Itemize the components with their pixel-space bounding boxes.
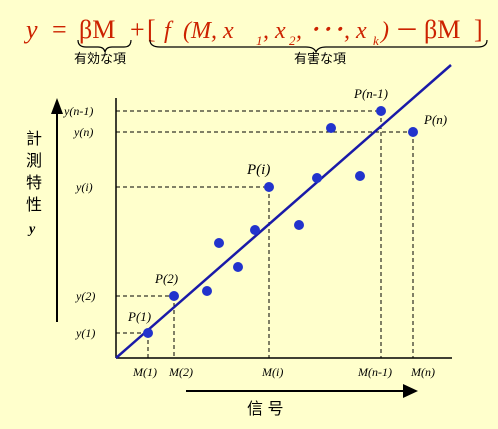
equation-comma-x: , x [263, 18, 286, 44]
y-axis-variable: y [27, 222, 36, 237]
data-point [264, 182, 274, 192]
x-tick-labels: M(1) M(2) M(i) M(n-1) M(n) [132, 365, 435, 379]
harmful-term-brace [149, 39, 488, 54]
equation-plus: + [130, 15, 145, 44]
equation-beta-m-2: βM [424, 15, 460, 44]
equation-sub-k: k [373, 33, 379, 48]
data-point [376, 106, 386, 116]
y-axis-label: 計 測 特 性 [26, 130, 42, 214]
equation-args: (M, x [183, 18, 234, 44]
point-label-n: P(n) [423, 112, 447, 127]
equation-f: f [164, 18, 174, 44]
equation-close-paren: ) [379, 18, 389, 44]
equation-y: y [23, 15, 38, 44]
y-axis-label-char-2: 特 [26, 174, 42, 192]
point-label-2: P(2) [154, 271, 178, 286]
data-point [143, 328, 153, 338]
data-point [214, 238, 224, 248]
data-point [408, 127, 418, 137]
data-point [312, 173, 322, 183]
point-labels: P(1) P(2) P(i) P(n-1) P(n) [127, 86, 447, 324]
regression-line [115, 64, 452, 359]
y-axis-label-char-3: 性 [26, 196, 42, 214]
point-label-n-1: P(n-1) [353, 86, 388, 101]
equation-dots: , ･･･, x [296, 18, 367, 44]
guide-lines [116, 110, 414, 358]
point-label-1: P(1) [127, 309, 151, 324]
y-tick-labels: y(n-1) y(n) y(i) y(2) y(1) [63, 104, 95, 340]
y-axis-arrowhead [51, 98, 63, 114]
data-point [169, 291, 179, 301]
equation-open-bracket: [ [147, 15, 156, 44]
data-point [294, 220, 304, 230]
y-tick-label-n-1: y(n-1) [63, 104, 93, 118]
data-point [355, 171, 365, 181]
x-tick-label-i: M(i) [261, 365, 283, 379]
x-axis-label: 信 号 [247, 400, 283, 418]
equation-sub-2: 2 [289, 33, 296, 48]
y-tick-label-n: y(n) [73, 125, 93, 139]
y-axis-label-char-0: 計 [26, 130, 42, 148]
point-label-i: P(i) [246, 162, 270, 178]
data-points [143, 106, 418, 338]
y-tick-label-i: y(i) [75, 180, 93, 194]
equation: y = βM + [ f (M, x 1 , x 2 , ･･･, x k ) … [23, 15, 483, 48]
useful-term-brace [77, 39, 132, 53]
equation-minus: － [395, 18, 419, 44]
data-point [250, 225, 260, 235]
x-tick-label-1: M(1) [132, 365, 157, 379]
data-point [233, 262, 243, 272]
equation-sub-1: 1 [256, 33, 263, 48]
harmful-term-label: 有害な項 [294, 51, 346, 66]
equation-close-bracket: ] [474, 15, 483, 44]
useful-term-label: 有効な項 [74, 51, 126, 66]
equation-beta-m: βM [79, 15, 115, 44]
data-point [202, 286, 212, 296]
x-tick-label-2: M(2) [168, 365, 193, 379]
x-axis-arrowhead [403, 384, 418, 398]
data-point [326, 123, 336, 133]
x-tick-label-n-1: M(n-1) [357, 365, 392, 379]
x-tick-label-n: M(n) [410, 365, 435, 379]
equation-equals: = [52, 15, 67, 44]
y-axis-label-char-1: 測 [26, 152, 42, 170]
y-tick-label-2: y(2) [75, 289, 95, 303]
y-tick-label-1: y(1) [75, 326, 95, 340]
